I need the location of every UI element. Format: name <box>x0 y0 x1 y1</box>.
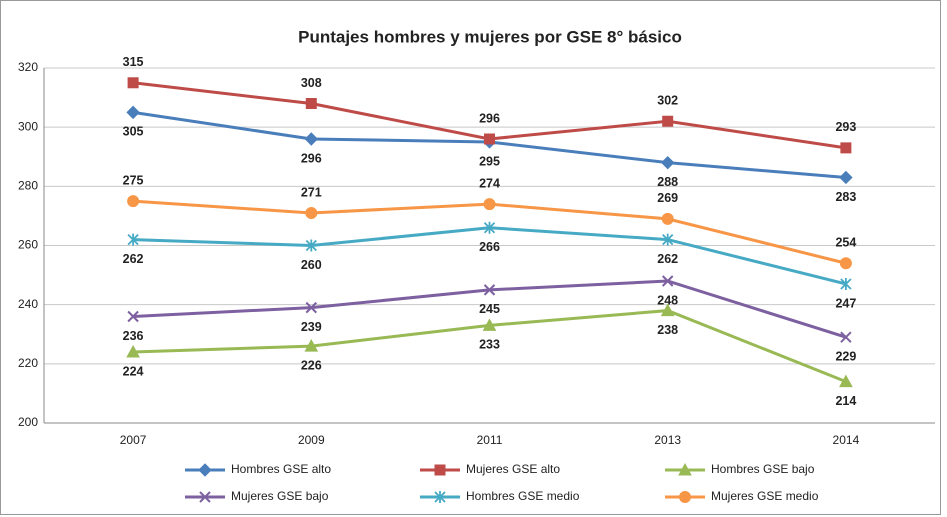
legend-label: Mujeres GSE medio <box>711 489 819 503</box>
data-label: 248 <box>657 293 678 307</box>
marker <box>304 132 319 146</box>
marker <box>305 206 318 219</box>
marker <box>662 233 674 246</box>
y-tick-label: 240 <box>18 297 38 311</box>
marker <box>660 155 675 170</box>
marker <box>127 310 139 323</box>
legend-label: Hombres GSE alto <box>231 462 331 476</box>
y-tick-label: 200 <box>18 415 38 429</box>
legend-marker <box>679 491 691 503</box>
legend-label: Mujeres GSE alto <box>466 462 560 476</box>
legend-label: Hombres GSE bajo <box>711 462 815 476</box>
data-label: 275 <box>123 173 144 187</box>
y-tick-label: 260 <box>18 238 38 252</box>
data-label: 245 <box>479 302 500 316</box>
marker <box>483 198 496 211</box>
marker <box>127 77 139 89</box>
marker <box>127 233 139 246</box>
data-label: 308 <box>301 76 322 90</box>
marker <box>305 98 317 109</box>
data-label: 236 <box>123 329 144 343</box>
y-tick-label: 280 <box>18 179 38 193</box>
data-label: 226 <box>301 358 322 372</box>
marker <box>126 105 140 120</box>
data-label: 269 <box>657 191 678 205</box>
data-label: 214 <box>835 394 856 408</box>
marker <box>839 257 852 270</box>
legend-marker <box>199 491 211 503</box>
data-label: 239 <box>301 320 322 334</box>
legend-marker <box>434 464 446 476</box>
legend-label: Mujeres GSE bajo <box>231 489 329 503</box>
y-tick-label: 300 <box>18 119 38 133</box>
x-tick-label: 2013 <box>654 433 681 447</box>
data-label: 302 <box>657 94 678 108</box>
legend-marker <box>678 462 692 476</box>
marker <box>661 275 674 287</box>
marker <box>483 284 496 296</box>
legend-label: Hombres GSE medio <box>466 489 580 503</box>
x-tick-label: 2014 <box>833 433 860 447</box>
marker <box>840 331 852 343</box>
x-tick-label: 2007 <box>120 433 147 447</box>
data-label: 315 <box>123 55 144 69</box>
legend-marker <box>434 491 446 503</box>
data-label: 229 <box>835 350 856 364</box>
data-label: 295 <box>479 154 500 168</box>
data-label: 296 <box>479 111 500 125</box>
data-label: 305 <box>123 125 144 139</box>
data-label: 254 <box>835 236 856 250</box>
data-label: 296 <box>301 151 322 165</box>
data-label: 247 <box>835 296 856 310</box>
marker <box>305 301 318 314</box>
y-tick-label: 220 <box>18 356 38 370</box>
legend-marker <box>198 463 212 477</box>
data-label: 238 <box>657 323 678 337</box>
marker <box>304 339 319 352</box>
marker <box>662 115 674 127</box>
marker <box>840 142 852 154</box>
marker <box>126 344 140 358</box>
y-tick-label: 320 <box>18 60 38 74</box>
data-label: 260 <box>301 258 322 272</box>
data-label: 266 <box>479 240 500 254</box>
x-tick-label: 2011 <box>477 433 503 447</box>
chart-title: Puntajes hombres y mujeres por GSE 8° bá… <box>298 27 682 46</box>
marker <box>839 170 853 185</box>
data-label: 288 <box>657 175 678 189</box>
data-label: 283 <box>835 190 856 204</box>
marker <box>127 195 140 208</box>
data-label: 224 <box>123 364 144 378</box>
data-label: 271 <box>301 185 322 199</box>
marker <box>483 221 496 234</box>
data-label: 262 <box>657 252 678 266</box>
marker <box>839 374 853 388</box>
data-label: 233 <box>479 338 500 352</box>
marker <box>661 212 674 225</box>
marker <box>484 133 495 145</box>
marker <box>840 277 852 290</box>
data-label: 293 <box>835 120 856 134</box>
marker <box>660 303 675 317</box>
data-label: 262 <box>123 252 144 266</box>
marker <box>482 318 497 331</box>
data-label: 274 <box>479 176 500 190</box>
x-tick-label: 2009 <box>298 433 325 447</box>
marker <box>305 239 317 252</box>
